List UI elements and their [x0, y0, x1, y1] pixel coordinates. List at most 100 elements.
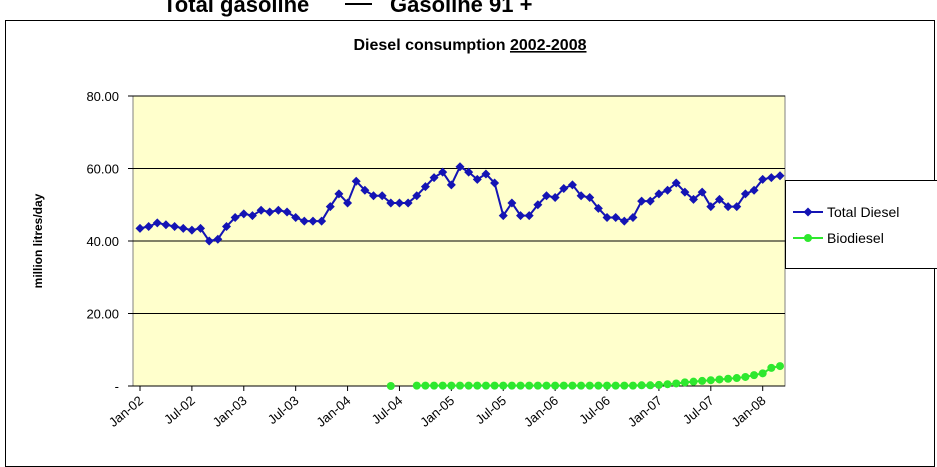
data-point [456, 381, 464, 390]
header-right: Gasoline 91 + [390, 0, 532, 17]
data-point [490, 178, 500, 188]
data-point [663, 380, 672, 389]
data-point [464, 381, 473, 390]
data-point [672, 379, 681, 388]
data-point [533, 381, 542, 390]
data-point [421, 381, 430, 390]
data-point [671, 178, 681, 188]
data-point [767, 363, 776, 372]
data-point [593, 203, 603, 213]
data-point [603, 381, 612, 390]
data-point [568, 381, 577, 390]
data-point [360, 185, 370, 195]
data-point [714, 194, 724, 204]
data-point [551, 381, 560, 390]
data-point [541, 191, 551, 201]
data-point [499, 381, 508, 390]
data-point [758, 369, 767, 378]
data-point [178, 223, 188, 233]
data-point [239, 209, 249, 219]
data-point [430, 381, 439, 390]
data-point [516, 381, 525, 390]
data-point [620, 381, 629, 390]
data-point [438, 381, 447, 390]
y-tick-label: 20.00 [86, 307, 119, 322]
data-point [473, 381, 482, 390]
data-point [585, 193, 595, 202]
data-point [723, 202, 733, 212]
data-point [533, 200, 543, 210]
data-point [585, 381, 594, 390]
data-point [187, 225, 197, 235]
data-point [273, 205, 283, 215]
data-point [516, 211, 526, 221]
data-point [706, 202, 716, 212]
data-point [724, 374, 733, 383]
data-point [542, 381, 551, 390]
data-point [369, 191, 379, 201]
title-years: 2002-2008 [510, 37, 587, 54]
data-point [550, 193, 560, 202]
data-point [144, 222, 154, 231]
data-point [343, 198, 353, 208]
legend-box [785, 180, 937, 269]
data-point [654, 380, 663, 389]
legend-marker [803, 207, 813, 217]
data-point [689, 377, 698, 386]
data-point [758, 174, 768, 184]
data-point [204, 236, 214, 246]
data-point [247, 211, 257, 221]
data-point [291, 212, 301, 222]
data-point [715, 375, 724, 384]
data-point [637, 381, 646, 390]
data-point [706, 376, 715, 385]
data-point [464, 167, 474, 177]
data-point [308, 216, 318, 226]
data-point [559, 381, 568, 390]
data-point [481, 169, 491, 179]
data-point [377, 191, 387, 201]
legend-label: Biodiesel [827, 230, 884, 246]
data-point [455, 162, 465, 172]
data-point [490, 381, 499, 390]
data-point [282, 207, 292, 217]
data-point [403, 198, 413, 208]
data-point [507, 381, 516, 390]
data-point [698, 376, 707, 385]
data-point [265, 207, 275, 217]
y-tick-label: 60.00 [86, 162, 119, 177]
data-point [577, 381, 586, 390]
data-point [628, 212, 638, 222]
data-point [394, 198, 404, 208]
data-point [611, 381, 620, 390]
data-point [170, 222, 180, 231]
data-point [420, 182, 430, 192]
data-point [317, 216, 327, 226]
data-point [230, 212, 240, 222]
header-left: Total gasoline [163, 0, 309, 17]
data-point [525, 381, 534, 390]
title-main: Diesel consumption [354, 37, 506, 54]
data-point [196, 223, 206, 233]
y-tick-label: 80.00 [86, 89, 119, 104]
data-point [775, 171, 785, 181]
data-point [766, 173, 776, 183]
data-point [594, 381, 603, 390]
data-point [645, 196, 655, 206]
data-point [412, 381, 421, 390]
data-point [213, 234, 223, 244]
data-point [628, 381, 637, 390]
data-point [472, 174, 482, 184]
data-point [689, 194, 699, 204]
data-point [256, 205, 266, 215]
data-point [611, 212, 621, 222]
y-tick-label: - [115, 379, 119, 394]
data-point [386, 198, 396, 208]
data-point [663, 185, 673, 195]
data-point [697, 187, 707, 197]
chart-title: Diesel consumption 2002-2008 [354, 37, 587, 54]
data-point [732, 202, 742, 212]
data-point [334, 189, 344, 199]
data-point [602, 212, 612, 222]
